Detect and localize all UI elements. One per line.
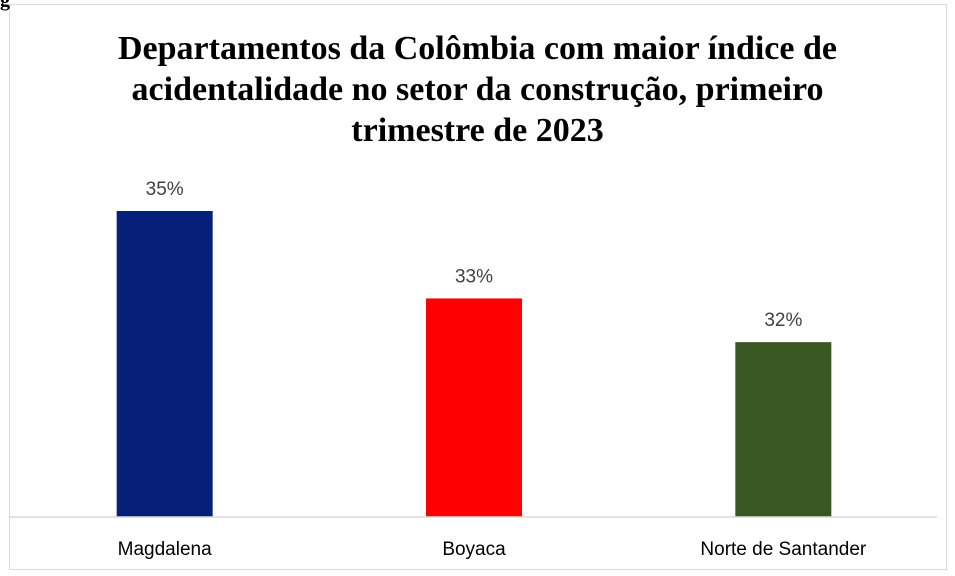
data-label-magdalena: 35% [146,179,184,200]
data-label-norte-de-santander: 32% [764,310,802,331]
chart-title: Departamentos da Colômbia com maior índi… [0,28,955,151]
x-tick-label-boyaca: Boyaca [442,539,506,560]
data-labels-group: 35% 33% 32% [146,179,803,331]
data-label-boyaca: 33% [455,266,493,287]
bar-magdalena [116,211,213,517]
figure-label: g [0,0,10,11]
bar-boyaca [426,298,522,517]
chart-title-line-3: trimestre de 2023 [351,112,604,149]
bars-group [116,211,832,517]
x-tick-label-norte-de-santander: Norte de Santander [700,539,867,560]
x-tick-label-magdalena: Magdalena [118,539,212,560]
chart-title-line-2: acidentalidade no setor da construção, p… [131,71,824,108]
chart-title-line-1: Departamentos da Colômbia com maior índi… [118,30,837,67]
x-tick-labels-group: Magdalena Boyaca Norte de Santander [118,539,867,560]
bar-norte-de-santander [735,342,832,517]
